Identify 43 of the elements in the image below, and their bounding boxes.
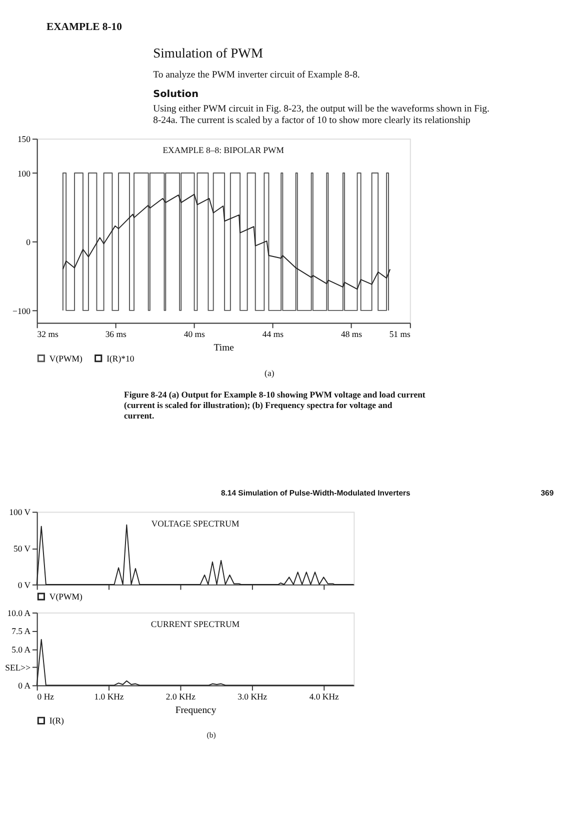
x-axis-title: Time — [214, 342, 234, 354]
text: CURRENT SPECTRUM — [150, 619, 240, 630]
text: Simulation of PWM — [153, 45, 264, 60]
x-tick-label: 3.0 KHz — [238, 691, 268, 702]
text: VOLTAGE SPECTRUM — [151, 518, 240, 528]
x-tick-label: 4.0 KHz — [309, 691, 339, 702]
caption: Figure 8-24 (a) Output for Example 8-10 showing PWM voltage and load current (current is scaled for illustration); (b) Frequency spectra for voltage and current. — [124, 389, 426, 421]
y-tick-label: 0 V — [18, 580, 32, 590]
text: Solution — [153, 89, 199, 100]
text: To analyze the PWM inverter circuit of Example 8-8. — [153, 70, 360, 81]
line-series — [62, 194, 391, 290]
x-tick-label: 1.0 KHz — [94, 691, 124, 702]
y-tick-label: 0 A — [18, 680, 32, 691]
y-tick-label: 150 — [17, 134, 32, 144]
text: Using either PWM circuit in Fig. 8-23, the output will be the waveforms shown in Fig. 8-24a. The current is scaled by a factor of 10 to show more clearly its relationship — [153, 104, 490, 126]
y-tick-label: 100 V — [9, 507, 32, 518]
text: EXAMPLE 8–8: BIPOLAR PWM — [162, 145, 284, 156]
legend-label: V(PWM) — [49, 353, 82, 364]
y-tick-label: 7.5 A — [12, 626, 32, 636]
x-tick-label: 36 ms — [105, 328, 127, 339]
text: EXAMPLE 8-10 — [46, 22, 122, 34]
x-tick-label: 40 ms — [184, 328, 206, 339]
text: (b) — [206, 730, 216, 740]
y-tick-label: 100 — [17, 168, 32, 178]
legend-label: I(R)*10 — [106, 353, 135, 364]
y-tick-label: −100 — [12, 306, 32, 316]
x-tick-label: 51 ms — [389, 328, 412, 339]
x-tick-label: 44 ms — [262, 328, 284, 339]
y-tick-label: SEL>> — [5, 662, 31, 672]
y-tick-label: 10.0 A — [7, 608, 32, 618]
x-tick-label: 2.0 KHz — [166, 691, 196, 702]
legend-label: V(PWM) — [49, 591, 82, 602]
text: 369 — [540, 488, 554, 498]
y-tick-label: 5.0 A — [12, 644, 32, 654]
legend-label: I(R) — [49, 716, 64, 726]
y-tick-label: 50 V — [13, 544, 32, 554]
text: 8.14 Simulation of Pulse-Width-Modulated Inverters — [220, 488, 410, 498]
x-axis-title: Frequency — [175, 704, 216, 716]
x-tick-label: 0 Hz — [37, 691, 54, 702]
x-tick-label: 48 ms — [340, 328, 363, 339]
text: (a) — [264, 368, 274, 378]
x-tick-label: 32 ms — [37, 328, 59, 339]
y-tick-label: 0 — [26, 237, 32, 248]
